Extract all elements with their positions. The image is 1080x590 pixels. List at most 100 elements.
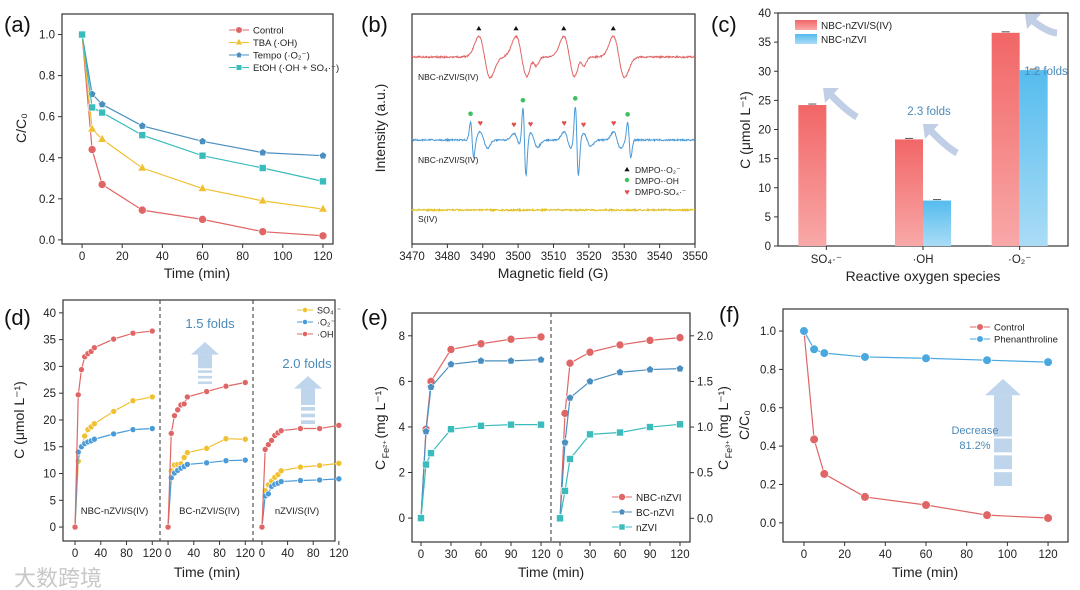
plot-frame-f [782, 308, 1069, 543]
x-axis-label: Reactive oxygen species [846, 268, 1001, 284]
y-tick-label: 10 [43, 469, 56, 481]
x-tick-label: 40 [156, 251, 169, 263]
data-point [258, 164, 267, 172]
y-tick-label: 40 [43, 308, 56, 320]
data-point [318, 231, 328, 241]
x-tick-label: 90 [644, 549, 657, 561]
data-point [97, 180, 107, 189]
y-tick-label: 10 [758, 183, 771, 195]
y-tick-label: 0.0 [697, 513, 713, 525]
y-tick-label: 30 [758, 66, 771, 78]
data-point [91, 344, 98, 351]
data-point [317, 203, 328, 213]
trend-arrow [923, 124, 959, 157]
y-tick-label: 6 [399, 376, 405, 388]
data-point [616, 428, 624, 437]
data-point [675, 333, 685, 342]
panel-label-c: (c) [711, 12, 737, 37]
y-tick-label: 1.5 [697, 376, 713, 388]
data-point [138, 121, 147, 130]
x-tick-label: 80 [960, 549, 973, 561]
data-point [258, 227, 268, 236]
y-axis-label-main: C [372, 460, 388, 470]
data-point [268, 437, 275, 444]
x-tick-label: 20 [838, 549, 851, 561]
y-tick-label: 0.8 [760, 364, 776, 376]
data-point [198, 151, 207, 160]
y-tick-label: 30 [43, 361, 56, 373]
y-tick-label: 35 [43, 335, 56, 347]
x-tick-label: 120 [670, 549, 689, 561]
data-point [180, 454, 188, 461]
data-point [261, 446, 269, 453]
data-point [921, 500, 931, 510]
legend-marker [618, 493, 626, 501]
data-point [222, 382, 230, 390]
data-point [335, 460, 343, 467]
y-tick-label: 35 [758, 37, 771, 49]
x-tick-label: 0 [259, 548, 265, 560]
data-point [241, 456, 249, 464]
legend-marker [618, 523, 626, 531]
x-tick-label: 90 [505, 549, 518, 561]
x-axis-label: Time (min) [164, 265, 230, 281]
increase-arrow [294, 376, 322, 424]
y-tick-label: 0.4 [39, 153, 56, 165]
legend-label: DMPO-SO₄·⁻ [635, 187, 687, 197]
series-line-fe2 [420, 424, 541, 519]
y-tick-label: 15 [758, 154, 771, 166]
x-tick-label: 60 [614, 549, 627, 561]
data-point [277, 427, 285, 434]
data-point [297, 463, 304, 471]
y-tick-label: 4 [399, 422, 406, 434]
bar [798, 105, 827, 246]
data-point [203, 445, 210, 452]
bar [991, 32, 1020, 247]
legend-marker [234, 37, 244, 46]
x-tick-label: 0 [557, 549, 563, 561]
data-point [137, 162, 148, 172]
x-tick-label: 40 [879, 549, 892, 561]
data-point [860, 352, 870, 362]
legend-label: NBC-nZVI [821, 35, 867, 46]
esr-spectrum-2 [411, 207, 696, 213]
legend-label: DMPO-·O₂⁻ [635, 165, 681, 175]
legend-label: nZVI [636, 523, 657, 534]
legend-label: ·O₂⁻ [317, 318, 335, 328]
y-tick-label: 5 [50, 495, 56, 507]
data-point [819, 469, 829, 479]
x-tick-label: 100 [998, 549, 1017, 561]
data-point [129, 329, 137, 337]
x-tick-label: 100 [273, 251, 292, 263]
data-point [615, 367, 625, 376]
esr-spectrum-1 [411, 106, 696, 178]
y-tick-label: 0.2 [760, 479, 776, 491]
x-axis-label: Time (min) [174, 564, 240, 580]
data-point [110, 335, 117, 343]
data-point [447, 425, 455, 434]
data-point [277, 467, 285, 475]
y-tick-label: 0 [50, 522, 56, 534]
x-tick-label: 60 [920, 549, 933, 561]
data-point [536, 332, 546, 342]
data-point [81, 432, 88, 440]
data-point [335, 475, 343, 483]
legend-label: Control [994, 323, 1025, 334]
data-point [148, 425, 156, 432]
data-point [645, 365, 655, 374]
data-point [561, 487, 569, 495]
data-point [110, 430, 117, 438]
data-point [921, 353, 931, 363]
legend-marker [302, 319, 308, 325]
x-tick-label: 30 [445, 549, 458, 561]
data-point [222, 435, 230, 443]
legend-label: Control [253, 26, 284, 37]
data-point [258, 148, 267, 157]
data-point [91, 420, 98, 428]
data-point [171, 412, 178, 419]
y-axis-label-unit: (mg L⁻¹) [372, 386, 388, 439]
trend-arrow [823, 88, 859, 121]
data-point [316, 425, 323, 432]
data-point [506, 334, 516, 344]
subpanel-label: NBC-nZVI/S(IV) [81, 506, 149, 517]
